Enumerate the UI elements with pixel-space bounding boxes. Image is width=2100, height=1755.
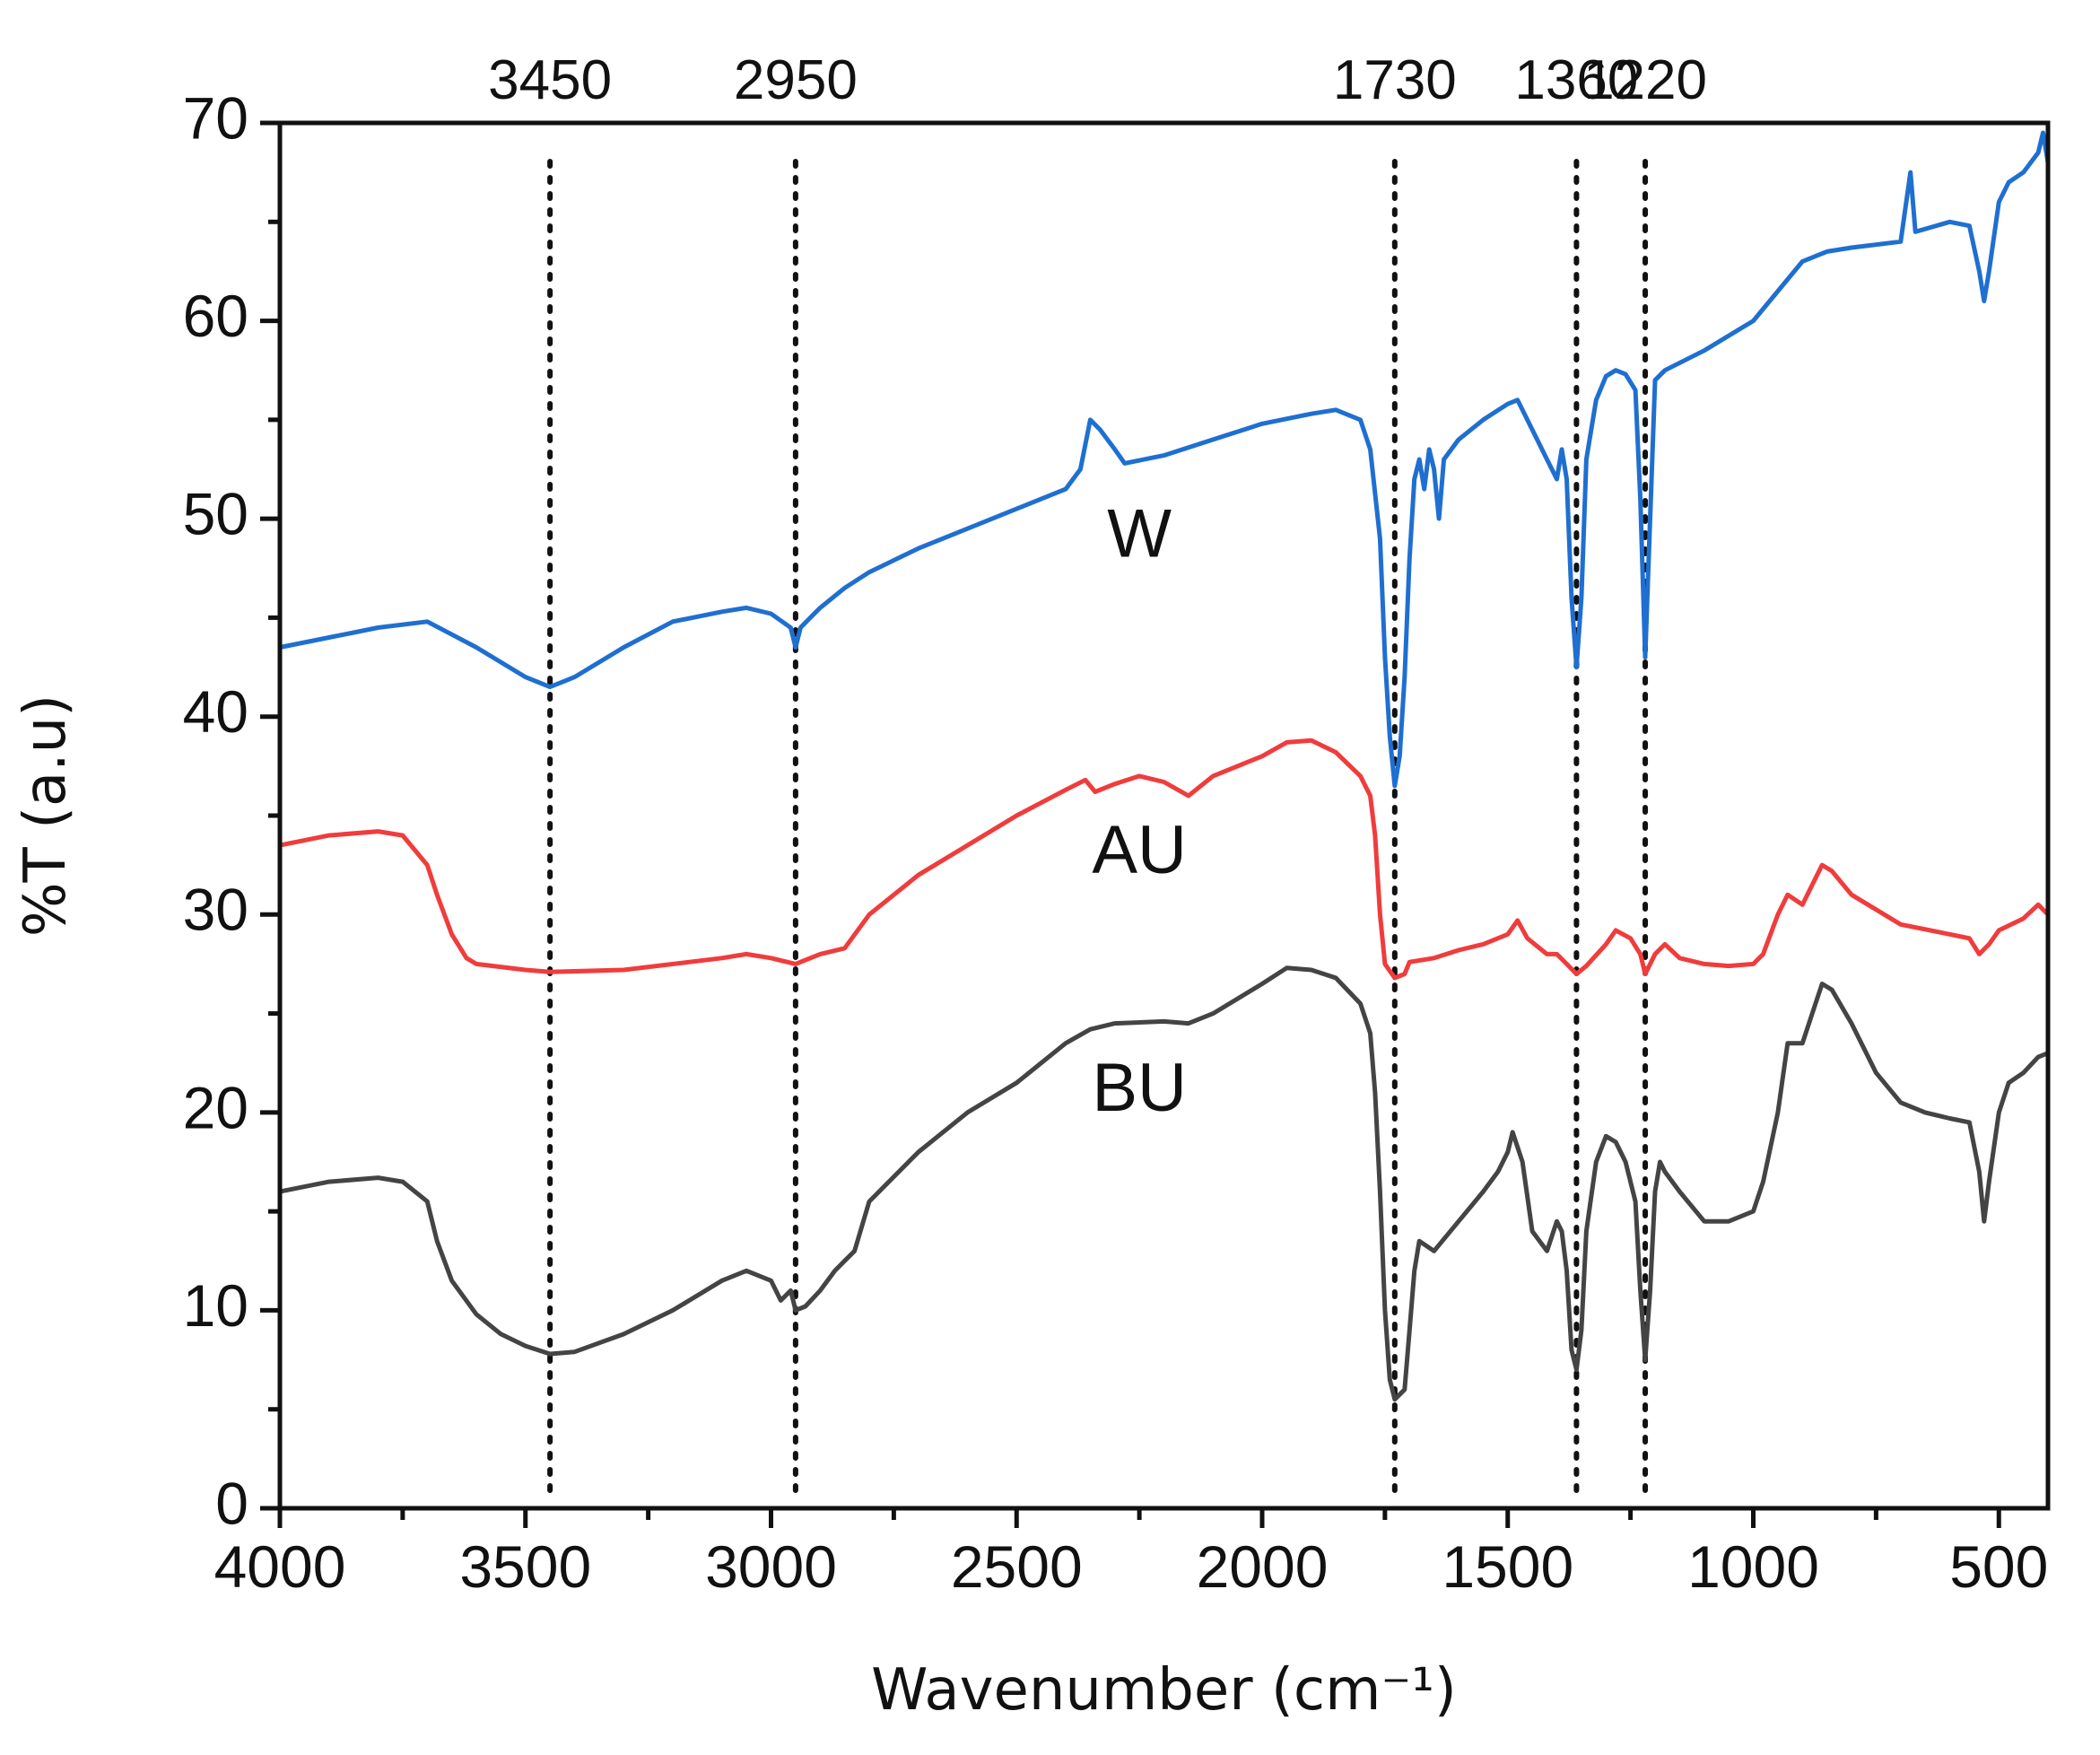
series-label-au: AU: [1092, 812, 1187, 888]
peak-marker-label-2950: 2950: [734, 49, 858, 111]
x-tick-label-2000: 2000: [1197, 1533, 1329, 1600]
x-tick-label-1000: 1000: [1687, 1533, 1819, 1600]
y-tick-label-0: 0: [215, 1470, 248, 1536]
y-tick-label-30: 30: [183, 877, 248, 943]
x-axis-title: Wavenumber (cm⁻¹): [871, 1657, 1457, 1724]
peak-marker-label-1360: 1360: [1514, 49, 1638, 111]
peak-marker-label-3450: 3450: [488, 49, 612, 111]
axis-layer: 4000 3500 3000 2500 2000 1500 1000 500 0 10 20 30 40…: [183, 84, 2049, 1600]
x-tick-label-3000: 3000: [705, 1533, 837, 1600]
x-tick-label-2500: 2500: [951, 1533, 1083, 1600]
y-tick-label-60: 60: [183, 283, 248, 349]
y-tick-label-50: 50: [183, 481, 248, 547]
x-tick-label-1500: 1500: [1442, 1533, 1573, 1600]
peak-marker-label-1730: 1730: [1333, 49, 1457, 111]
series-line-au: [277, 738, 2051, 981]
y-tick-label-20: 20: [183, 1074, 248, 1140]
series-label-w: W: [1107, 495, 1172, 572]
series-line-bu: [277, 965, 2051, 1402]
x-tick-label-3500: 3500: [459, 1533, 591, 1600]
series-line-w: [277, 130, 2051, 789]
x-tick-label-500: 500: [1949, 1533, 2048, 1600]
series-label-bu: BU: [1092, 1050, 1187, 1126]
y-axis-title: %T (a.u): [13, 694, 79, 937]
y-tick-label-10: 10: [183, 1272, 248, 1339]
x-tick-label-4000: 4000: [214, 1533, 346, 1600]
series-layer: [277, 130, 2051, 1402]
series-label-layer: W AU BU: [1092, 495, 1187, 1126]
y-tick-label-70: 70: [183, 84, 248, 151]
peak-marker-label-1220: 1220: [1583, 49, 1707, 111]
y-tick-label-40: 40: [183, 678, 248, 745]
